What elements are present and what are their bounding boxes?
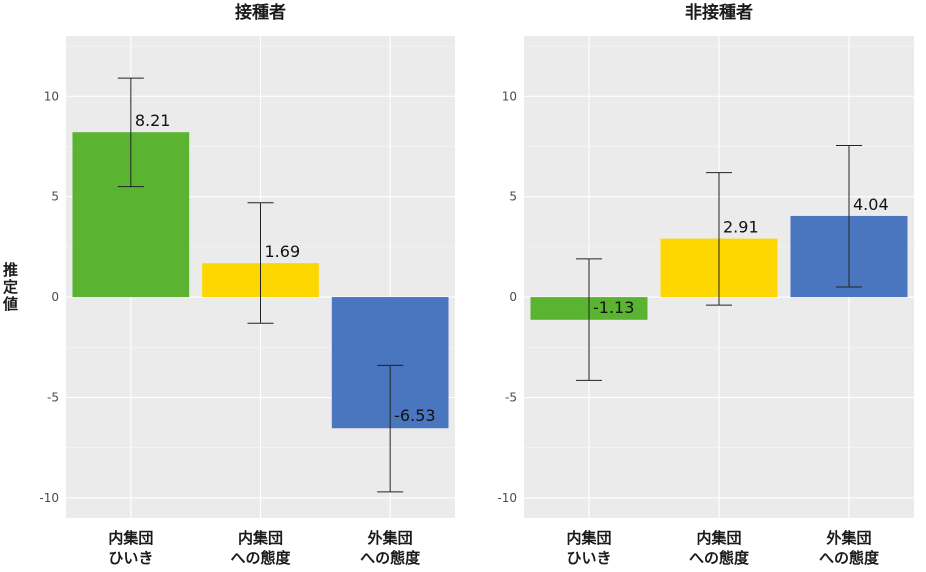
y-tick-label: 0 — [509, 290, 517, 304]
data-label: -1.13 — [593, 298, 634, 317]
data-label: 1.69 — [265, 242, 301, 261]
x-tick-label: 内集団ひいき — [566, 529, 611, 567]
panel-unvaccinated: -10 -5 0 5 10 非接種者 -1.13 2.91 4.04 内集団ひいき 内集団への態度 外… — [497, 2, 914, 567]
x-tick-label: 外集団への態度 — [360, 529, 421, 567]
y-tick-label: 10 — [502, 89, 517, 103]
y-tick-label: -5 — [47, 391, 59, 405]
y-tick-label: 10 — [44, 89, 59, 103]
panel-vaccinated: -10 -5 0 5 10 接種者 8.21 1.69 -6.53 内集団ひいき 内集団への態度 外集… — [39, 2, 455, 567]
x-tick-label: 内集団への態度 — [230, 529, 291, 567]
x-tick-label: 外集団への態度 — [819, 529, 880, 567]
data-label: 8.21 — [135, 111, 171, 130]
x-tick-label: 内集団への態度 — [689, 529, 750, 567]
panel-title: 非接種者 — [685, 2, 753, 23]
y-axis-label: 推定値 — [2, 261, 18, 313]
panel-title: 接種者 — [235, 2, 286, 23]
x-tick-label: 内集団ひいき — [108, 529, 153, 567]
data-label: -6.53 — [394, 406, 435, 425]
y-tick-label: 5 — [509, 190, 517, 204]
y-tick-label: -5 — [505, 391, 517, 405]
y-tick-label: 0 — [51, 290, 59, 304]
y-tick-label: -10 — [497, 491, 517, 505]
y-tick-label: 5 — [51, 190, 59, 204]
data-label: 2.91 — [723, 218, 759, 237]
y-tick-label: -10 — [39, 491, 59, 505]
data-label: 4.04 — [853, 195, 889, 214]
